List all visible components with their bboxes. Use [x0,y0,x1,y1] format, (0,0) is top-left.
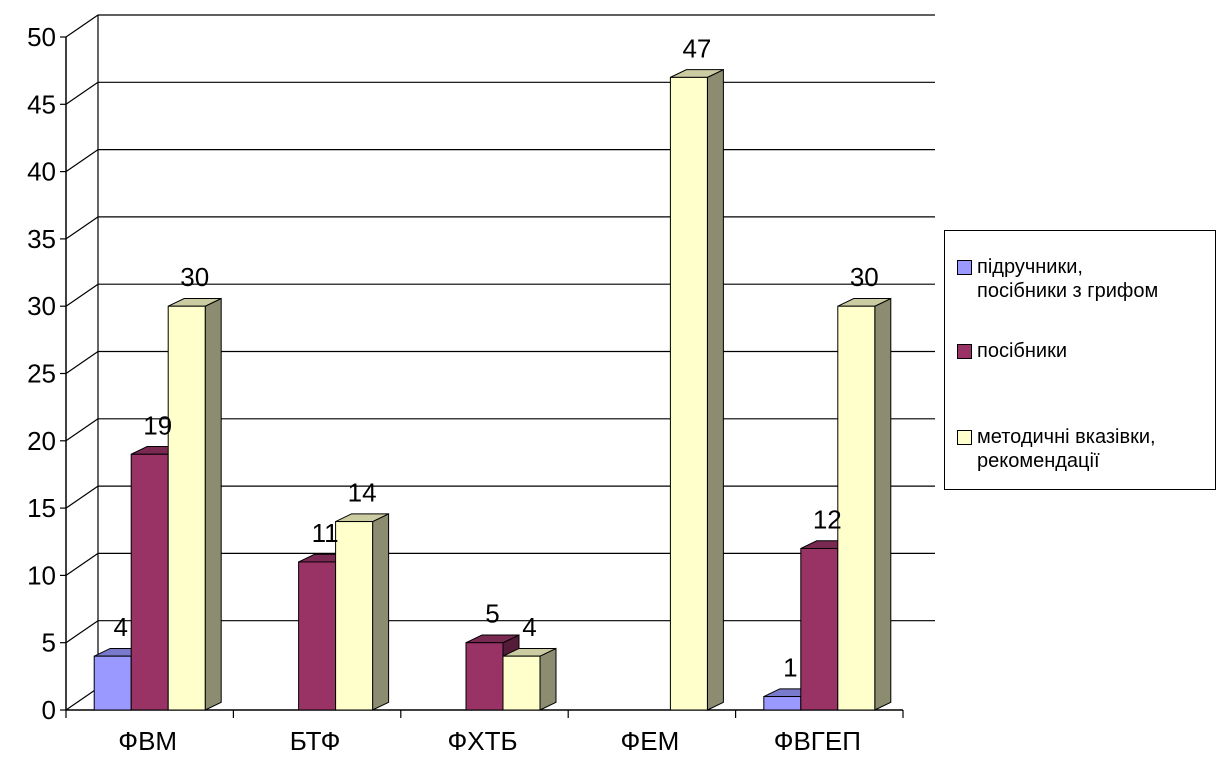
bar-side-face [874,297,892,711]
side-wall-line [65,149,99,173]
category-label: БТФ [290,726,341,756]
legend-label-manuals: посібники [977,340,1067,362]
data-label: 4 [113,612,127,642]
y-tick-label: 50 [27,22,56,52]
bar [669,68,724,711]
gridlines [65,14,935,711]
bar-side-face [372,513,390,711]
y-tick-label: 25 [27,359,56,389]
legend-swatch-textbooks [957,260,972,275]
legend-item-textbooks: підручники, посібники з грифом [957,255,1216,303]
data-label: 30 [180,262,209,292]
side-wall-line [65,81,99,105]
side-wall-line [65,283,99,307]
category-label: ФВГЕП [774,726,861,756]
bar-front-face [800,547,839,711]
bar-front-face [130,453,169,711]
bar [502,647,557,711]
legend-item-guidelines: методичні вказівки, рекомендації [957,425,1216,473]
bar-front-face [669,76,708,711]
bar-front-face [502,655,541,711]
data-label: 14 [348,478,377,508]
y-tick-label: 30 [27,291,56,321]
legend-item-manuals: посібники [957,339,1216,363]
bar-front-face [167,305,206,711]
y-tick-label: 10 [27,560,56,590]
side-wall-line [65,485,99,509]
bars [93,68,892,711]
bar-front-face [93,655,132,711]
side-wall-line [65,216,99,240]
side-wall-line [65,620,99,644]
y-tick-label: 35 [27,224,56,254]
data-label: 30 [850,262,879,292]
bar [167,297,222,711]
data-label: 1 [783,653,797,683]
category-label: ФВМ [118,726,177,756]
data-label: 19 [143,410,172,440]
bar-front-face [465,642,504,711]
bar [837,297,892,711]
y-tick-label: 5 [42,628,56,658]
data-label: 4 [522,612,536,642]
y-tick-label: 0 [42,695,56,725]
side-wall-line [65,552,99,576]
side-wall-line [65,418,99,442]
bar [335,513,390,711]
category-label: ФХТБ [447,726,517,756]
bar-side-face [706,68,724,711]
data-label: 11 [312,518,339,548]
legend: підручники, посібники з грифом посібники… [944,230,1216,490]
side-wall-line [65,14,99,38]
category-label: ФЕМ [621,726,680,756]
side-wall-line [65,351,99,374]
bar-side-face [204,297,222,711]
y-tick-label: 40 [27,157,56,187]
side-wall-line [65,687,99,711]
legend-swatch-manuals [957,344,972,359]
legend-label-guidelines: методичні вказівки, рекомендації [977,426,1156,472]
bar-front-face [763,696,802,711]
bar-side-face [539,647,557,711]
bar-front-face [335,521,374,711]
data-label: 5 [485,599,499,629]
y-tick-label: 20 [27,426,56,456]
y-tick-label: 15 [27,493,56,523]
y-tick-label: 45 [27,89,56,119]
bar-front-face [298,561,337,711]
data-label: 12 [813,504,842,534]
data-label: 47 [682,33,711,63]
legend-label-textbooks: підручники, посібники з грифом [977,256,1159,302]
legend-swatch-guidelines [957,430,972,445]
bar-front-face [837,305,876,711]
